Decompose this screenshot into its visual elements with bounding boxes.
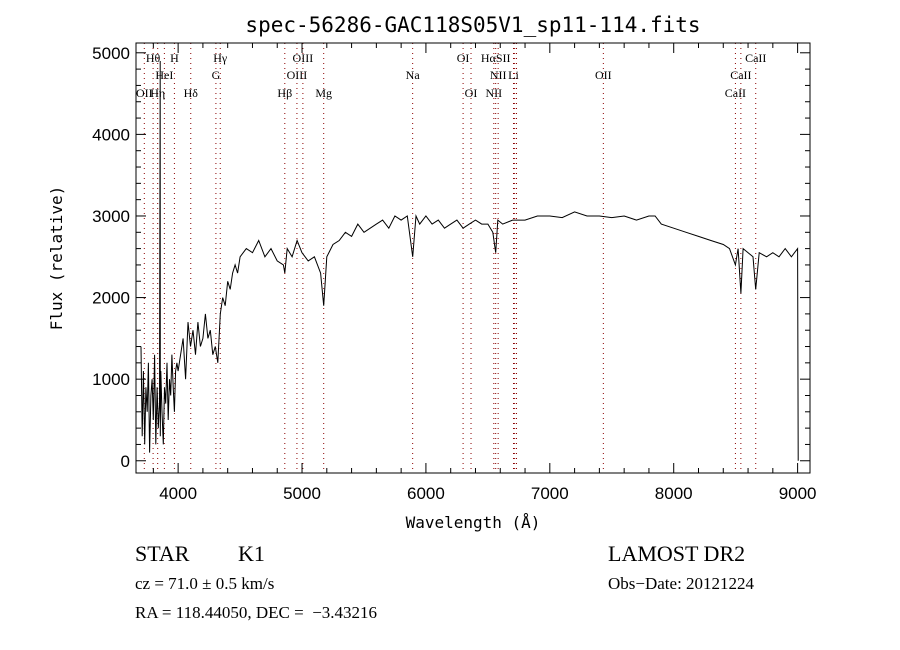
spectral-line-label: CaII <box>745 51 766 65</box>
y-tick-label: 2000 <box>92 289 130 308</box>
x-tick-label: 4000 <box>159 484 197 503</box>
axis-ticks <box>136 43 810 473</box>
survey-label: LAMOST DR2 <box>608 541 746 566</box>
x-axis-label: Wavelength (Å) <box>406 513 541 532</box>
spectral-line-label: NII <box>490 68 507 82</box>
spectral-line-label: OI <box>465 86 478 100</box>
tick-labels: 4000 5000 6000 7000 8000 9000 0 1000 2000 3000 400… <box>92 44 816 503</box>
x-tick-label: 6000 <box>407 484 445 503</box>
spectral-line-label: CaII <box>725 86 746 100</box>
spectral-line-label: HeI <box>155 68 173 82</box>
y-tick-label: 5000 <box>92 44 130 63</box>
y-tick-label: 4000 <box>92 125 130 144</box>
obs-date-text: Obs−Date: 20121224 <box>608 574 755 593</box>
x-tick-label: 5000 <box>283 484 321 503</box>
spectral-line-label: H <box>170 51 179 65</box>
spectral-line-label: Li <box>508 68 519 82</box>
x-tick-label: 8000 <box>655 484 693 503</box>
y-tick-label: 1000 <box>92 370 130 389</box>
x-tick-label: 7000 <box>531 484 569 503</box>
y-tick-label: 3000 <box>92 207 130 226</box>
spectral-line-label: Hβ <box>277 86 292 100</box>
spectral-line-label: NII <box>485 86 502 100</box>
spectral-line-label: Hη <box>150 86 165 100</box>
spectral-line-label: OI <box>457 51 470 65</box>
spectral-line-label: OIII <box>293 51 314 65</box>
redshift-text: cz = 71.0 ± 0.5 km/s <box>135 574 275 593</box>
coordinates-text: RA = 118.44050, DEC = −3.43216 <box>135 603 378 622</box>
x-tick-label: 9000 <box>779 484 817 503</box>
chart-title: spec-56286-GAC118S05V1_sp11-114.fits <box>245 13 700 37</box>
spectral-line-markers <box>143 43 757 473</box>
spectral-line-label: HαSII <box>481 51 511 65</box>
spectral-line-label: Hδ <box>184 86 199 100</box>
spectral-line-label: G <box>212 68 221 82</box>
spectrum-line <box>140 60 799 461</box>
spectral-line-label: OII <box>595 68 612 82</box>
spectral-line-label: CaII <box>730 68 751 82</box>
spectral-line-label: OII <box>136 86 153 100</box>
spectral-line-label: Na <box>406 68 421 82</box>
y-axis-label: Flux (relative) <box>47 186 66 331</box>
y-tick-label: 0 <box>121 452 130 471</box>
spectral-line-label: Hγ <box>213 51 228 65</box>
object-subclass: K1 <box>238 541 265 566</box>
spectral-line-label: Hθ <box>146 51 161 65</box>
spectral-line-label: OIII <box>287 68 308 82</box>
object-class: STAR <box>135 541 190 566</box>
spectral-line-label: Mg <box>315 86 332 100</box>
plot-frame <box>135 42 811 474</box>
